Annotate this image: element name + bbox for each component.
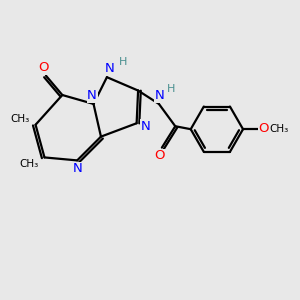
Text: O: O [259, 122, 269, 135]
Text: N: N [73, 162, 82, 175]
Text: CH₃: CH₃ [11, 114, 30, 124]
Text: CH₃: CH₃ [269, 124, 288, 134]
Text: H: H [167, 84, 176, 94]
Text: N: N [141, 120, 150, 133]
Text: O: O [38, 61, 49, 74]
Text: N: N [154, 89, 164, 102]
Text: N: N [104, 62, 114, 75]
Text: H: H [119, 57, 128, 67]
Text: O: O [154, 149, 165, 162]
Text: N: N [87, 89, 97, 102]
Text: CH₃: CH₃ [20, 159, 39, 169]
